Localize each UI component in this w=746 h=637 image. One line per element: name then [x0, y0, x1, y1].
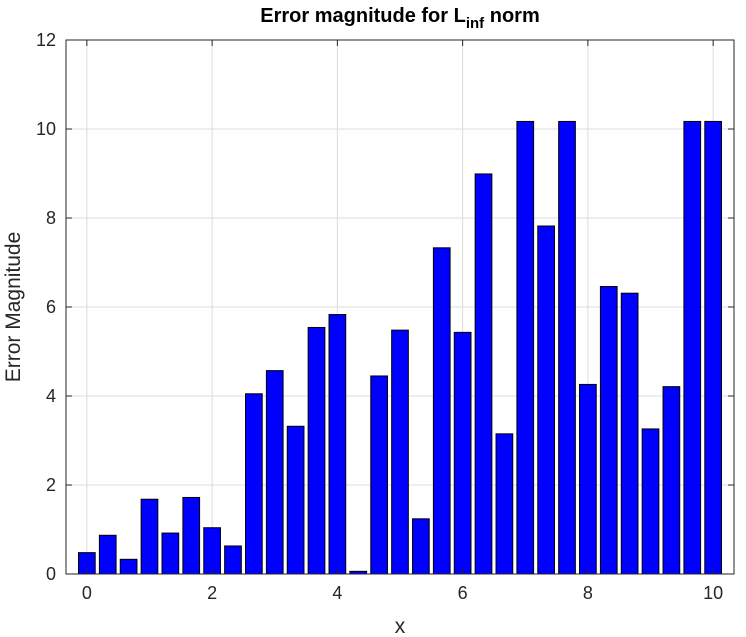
bar	[538, 226, 555, 574]
bar	[454, 332, 471, 574]
bar	[120, 559, 137, 574]
bar	[204, 528, 221, 574]
bar	[308, 327, 325, 574]
bar	[684, 121, 701, 574]
bar	[329, 315, 346, 574]
x-tick-label: 10	[703, 583, 723, 603]
bar	[705, 121, 722, 574]
x-tick-label: 2	[207, 583, 217, 603]
y-tick-label: 12	[36, 30, 56, 50]
chart-title-main: Error magnitude for L	[260, 5, 466, 27]
bar	[246, 394, 263, 574]
bar	[517, 121, 534, 574]
y-tick-label: 4	[46, 386, 56, 406]
x-tick-label: 6	[458, 583, 468, 603]
bar	[413, 519, 430, 574]
bar	[225, 546, 242, 574]
bar	[621, 293, 638, 574]
bar	[642, 429, 659, 574]
bar	[433, 248, 450, 574]
x-tick-label: 0	[82, 583, 92, 603]
y-tick-label: 2	[46, 475, 56, 495]
bar	[141, 499, 158, 574]
chart-title-suffix: norm	[484, 5, 540, 27]
chart-title-subscript: inf	[466, 15, 485, 32]
bar	[580, 384, 597, 574]
bar	[371, 376, 388, 574]
bar	[496, 434, 513, 574]
x-axis-label: x	[395, 615, 406, 637]
y-tick-label: 6	[46, 297, 56, 317]
bar	[475, 174, 492, 574]
bar	[392, 330, 409, 574]
y-tick-label: 10	[36, 119, 56, 139]
x-tick-label: 8	[583, 583, 593, 603]
bar	[600, 287, 617, 574]
bar	[266, 371, 283, 574]
bar	[99, 535, 116, 574]
y-axis-label: Error Magnitude	[2, 232, 25, 383]
y-tick-label: 8	[46, 208, 56, 228]
x-tick-label: 4	[332, 583, 342, 603]
bar	[183, 497, 200, 574]
bar	[162, 533, 179, 574]
y-tick-label: 0	[46, 564, 56, 584]
bar	[663, 387, 680, 574]
chart-title: Error magnitude for Linf norm	[260, 5, 539, 32]
bar	[287, 426, 304, 574]
bar	[559, 121, 576, 574]
